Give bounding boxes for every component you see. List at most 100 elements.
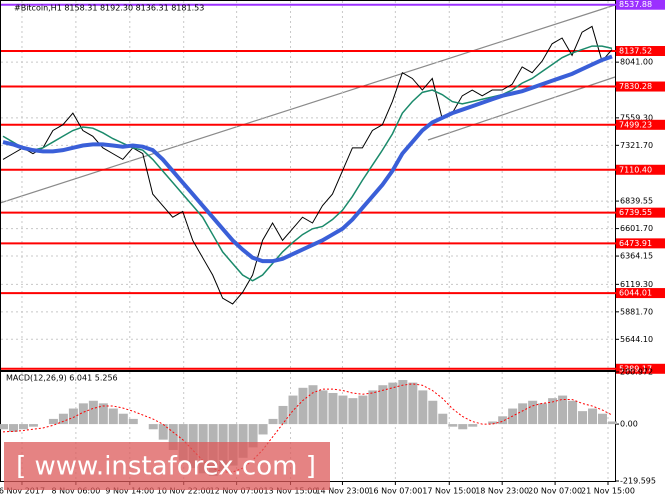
x-tick-label: 13 Nov 15:00 bbox=[264, 487, 318, 496]
histogram-bar bbox=[168, 424, 178, 451]
histogram-bar bbox=[108, 408, 118, 425]
histogram-bar bbox=[518, 403, 528, 425]
histogram-bar bbox=[68, 408, 78, 425]
histogram-bar bbox=[148, 424, 158, 430]
x-tick-label: 8 Nov 06:00 bbox=[51, 487, 100, 496]
histogram-bar bbox=[28, 424, 38, 427]
histogram-bar bbox=[238, 424, 248, 458]
histogram-bar bbox=[528, 400, 538, 425]
histogram-bar bbox=[8, 424, 18, 432]
histogram-bar bbox=[458, 424, 468, 430]
x-tick-label: 20 Nov 07:00 bbox=[528, 487, 582, 496]
level-label: 7499.23 bbox=[619, 120, 652, 129]
histogram-bar bbox=[388, 382, 398, 425]
y-tick-label: -219.595 bbox=[620, 477, 656, 486]
histogram-bar bbox=[288, 395, 298, 425]
y-tick-label: 6601.70 bbox=[620, 224, 653, 233]
histogram-bar bbox=[598, 413, 608, 425]
level-label-box bbox=[616, 81, 665, 92]
histogram-bar bbox=[338, 395, 348, 425]
histogram-bar bbox=[48, 418, 58, 425]
histogram-bar bbox=[348, 398, 358, 425]
y-tick-label: 6119.30 bbox=[620, 280, 653, 289]
level-label-box bbox=[616, 288, 665, 299]
histogram-bar bbox=[608, 421, 617, 425]
histogram-bar bbox=[488, 421, 498, 425]
histogram-bar bbox=[328, 392, 338, 425]
histogram-bar bbox=[118, 413, 128, 425]
series-line bbox=[2, 25, 613, 305]
x-tick-label: 10 Nov 22:00 bbox=[157, 487, 211, 496]
chart-title: #Bitcoin,H1 8158.31 8192.30 8136.31 8181… bbox=[14, 4, 204, 13]
x-tick-label: 21 Nov 15:00 bbox=[581, 487, 635, 496]
histogram-bar bbox=[358, 395, 368, 425]
histogram-bar bbox=[378, 385, 388, 425]
level-label: 5389.17 bbox=[619, 364, 652, 373]
histogram-bar bbox=[58, 413, 68, 425]
level-label: 6044.01 bbox=[619, 289, 652, 298]
macd-title: MACD(12,26,9) 6.041 5.256 bbox=[6, 374, 118, 383]
x-tick-label: 18 Nov 23:00 bbox=[475, 487, 529, 496]
level-label: 7830.28 bbox=[619, 82, 652, 91]
histogram-bar bbox=[128, 418, 138, 425]
histogram-bar bbox=[268, 418, 278, 425]
y-tick-label: 0.00 bbox=[620, 420, 638, 429]
histogram-bar bbox=[98, 403, 108, 425]
histogram-bar bbox=[428, 400, 438, 425]
histogram-bar bbox=[438, 413, 448, 425]
histogram-bar bbox=[278, 405, 288, 425]
series-line bbox=[2, 45, 613, 282]
histogram-bar bbox=[398, 380, 408, 425]
histogram-bar bbox=[588, 408, 598, 425]
y-tick-label: 200.972 bbox=[620, 368, 653, 377]
histogram-bar bbox=[308, 385, 318, 425]
x-tick-label: 12 Nov 07:00 bbox=[210, 487, 264, 496]
histogram-bar bbox=[248, 424, 258, 448]
histogram-bar bbox=[318, 390, 328, 425]
histogram-bar bbox=[578, 411, 588, 425]
y-tick-label: 5644.10 bbox=[620, 335, 653, 344]
level-label: 7110.40 bbox=[619, 165, 652, 174]
histogram-bar bbox=[258, 424, 268, 435]
x-tick-label: 9 Nov 14:00 bbox=[105, 487, 154, 496]
level-label: 6473.91 bbox=[619, 239, 652, 248]
x-tick-label: 17 Nov 15:00 bbox=[422, 487, 476, 496]
y-tick-label: 8041.00 bbox=[620, 58, 653, 67]
level-label-box bbox=[616, 363, 665, 374]
series-line bbox=[2, 54, 613, 264]
histogram-bar bbox=[298, 387, 308, 425]
level-label-box bbox=[616, 164, 665, 175]
histogram-bar bbox=[558, 395, 568, 425]
histogram-bar bbox=[18, 424, 28, 430]
watermark: [ www.instaforex.com ] bbox=[16, 452, 316, 482]
level-label: 8137.52 bbox=[619, 47, 652, 56]
y-tick-label: 5881.70 bbox=[620, 307, 653, 316]
histogram-bar bbox=[468, 424, 478, 427]
histogram-bar bbox=[78, 403, 88, 425]
histogram-bar bbox=[88, 400, 98, 425]
histogram-bar bbox=[538, 403, 548, 425]
level-label-box bbox=[616, 238, 665, 249]
histogram-bar bbox=[548, 398, 558, 425]
histogram-bar bbox=[448, 424, 458, 427]
x-tick-label: 16 Nov 07:00 bbox=[368, 487, 422, 496]
x-tick-label: 6 Nov 2017 bbox=[0, 487, 45, 496]
series-line bbox=[2, 383, 613, 473]
level-label-box bbox=[616, 119, 665, 130]
watermark-box bbox=[4, 442, 330, 490]
level-label-box bbox=[616, 46, 665, 57]
y-tick-label: 7559.30 bbox=[620, 113, 653, 122]
level-label-box bbox=[616, 0, 665, 10]
histogram-bar bbox=[418, 390, 428, 425]
level-label: 8537.88 bbox=[619, 0, 652, 9]
histogram-bar bbox=[568, 400, 578, 425]
histogram-bar bbox=[0, 424, 8, 430]
histogram-bar bbox=[498, 416, 508, 425]
level-label: 6739.55 bbox=[619, 208, 652, 217]
level-label-box bbox=[616, 207, 665, 218]
x-tick-label: 14 Nov 23:00 bbox=[315, 487, 369, 496]
histogram-bar bbox=[158, 424, 168, 440]
main-frame bbox=[0, 0, 616, 371]
y-tick-label: 6839.55 bbox=[620, 197, 653, 206]
